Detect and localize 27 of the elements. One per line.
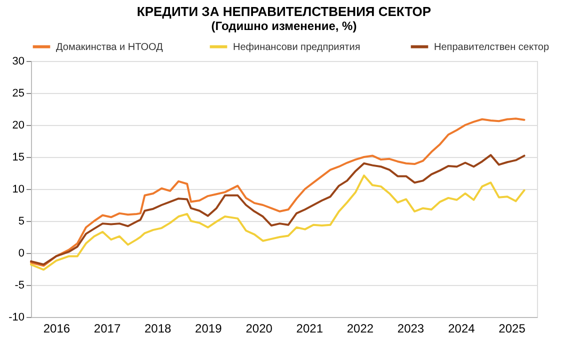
x-tick-label: 2025 <box>498 322 526 336</box>
chart-title: КРЕДИТИ ЗА НЕПРАВИТЕЛСТВЕНИЯ СЕКТОР <box>136 4 432 19</box>
legend-label: Неправителствен сектор <box>434 42 550 53</box>
legend-label: Нефинансови предприятия <box>233 42 360 53</box>
x-tick-label: 2020 <box>246 322 273 336</box>
y-tick-label: -10 <box>8 312 24 324</box>
x-tick-label: 2024 <box>448 322 476 336</box>
y-tick-label: 10 <box>12 184 24 196</box>
x-tick-label: 2023 <box>397 322 424 336</box>
y-tick-label: 5 <box>18 216 24 228</box>
x-tick-label: 2017 <box>94 322 121 336</box>
x-tick-label: 2016 <box>43 322 70 336</box>
y-tick-label: 25 <box>12 88 24 100</box>
line-series <box>30 118 526 267</box>
legend-label: Домакинства и НТООД <box>56 42 164 53</box>
y-tick-label: 30 <box>12 56 24 68</box>
chart-subtitle: (Годишно изменение, %) <box>211 19 357 33</box>
x-tick-label: 2019 <box>195 322 222 336</box>
line-series <box>30 174 526 271</box>
y-tick-label: 0 <box>18 248 24 260</box>
line-series <box>30 154 526 266</box>
y-tick-label: -5 <box>14 280 24 292</box>
x-tick-label: 2022 <box>346 322 374 336</box>
x-tick-label: 2021 <box>296 322 324 336</box>
x-tick-label: 2018 <box>144 322 172 336</box>
y-tick-label: 20 <box>12 120 24 132</box>
y-tick-label: 15 <box>12 152 24 164</box>
